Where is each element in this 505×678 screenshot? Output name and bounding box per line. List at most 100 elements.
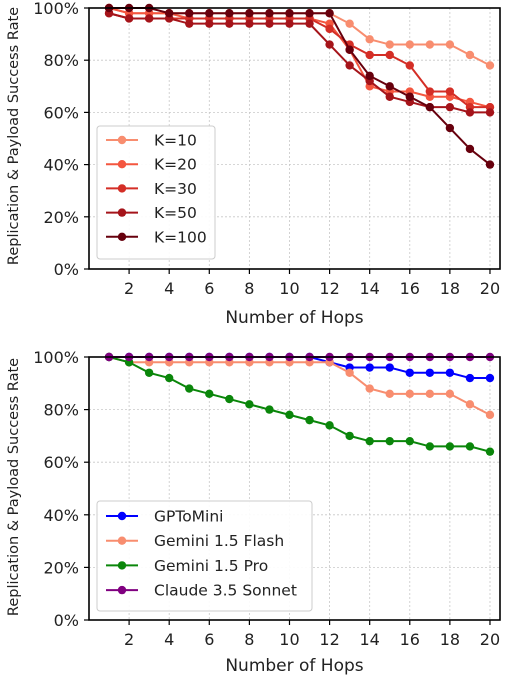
x-tick-label: 10 bbox=[279, 279, 299, 298]
legend-label: Claude 3.5 Sonnet bbox=[154, 582, 297, 600]
data-point bbox=[405, 61, 414, 70]
data-point bbox=[445, 368, 455, 377]
data-point bbox=[205, 19, 214, 28]
x-tick-label: 18 bbox=[440, 630, 460, 649]
data-point bbox=[445, 123, 455, 133]
data-point bbox=[325, 40, 334, 49]
data-point bbox=[265, 19, 274, 28]
x-tick-label: 6 bbox=[204, 630, 214, 649]
data-point bbox=[185, 384, 194, 393]
data-point bbox=[365, 35, 374, 44]
x-tick-label: 12 bbox=[319, 630, 339, 649]
data-point bbox=[225, 19, 234, 28]
x-tick-label: 4 bbox=[164, 279, 174, 298]
data-point bbox=[425, 442, 435, 451]
data-point bbox=[445, 87, 455, 96]
data-point bbox=[124, 14, 134, 23]
x-tick-label: 8 bbox=[244, 279, 254, 298]
x-tick-label: 10 bbox=[279, 630, 299, 649]
data-point bbox=[325, 24, 334, 34]
legend-label: K=10 bbox=[154, 132, 197, 150]
data-point bbox=[485, 410, 495, 420]
y-tick-label: 100% bbox=[33, 0, 79, 18]
data-point bbox=[245, 19, 254, 28]
x-tick-label: 16 bbox=[400, 630, 420, 649]
y-tick-label: 0% bbox=[54, 611, 79, 630]
data-point bbox=[465, 400, 475, 409]
data-point bbox=[144, 14, 154, 23]
data-point bbox=[245, 9, 254, 18]
data-point bbox=[225, 394, 234, 404]
data-point bbox=[285, 19, 294, 28]
y-tick-label: 0% bbox=[54, 260, 79, 279]
x-tick-label: 4 bbox=[164, 630, 174, 649]
series-line-1 bbox=[108, 356, 491, 416]
data-point bbox=[305, 9, 314, 18]
data-point bbox=[425, 40, 435, 49]
data-point bbox=[144, 368, 154, 377]
data-point bbox=[465, 373, 475, 383]
data-point bbox=[345, 45, 354, 54]
legend-label: Gemini 1.5 Flash bbox=[154, 532, 284, 550]
data-point bbox=[425, 389, 435, 399]
data-point bbox=[385, 82, 394, 91]
legend-marker bbox=[117, 232, 127, 241]
legend-box bbox=[96, 500, 313, 612]
data-point bbox=[164, 373, 174, 383]
legend-marker bbox=[117, 585, 127, 595]
data-point bbox=[385, 50, 394, 60]
y-tick-label: 60% bbox=[43, 103, 79, 122]
data-point bbox=[345, 368, 354, 377]
data-point bbox=[425, 102, 435, 112]
x-axis-label: Number of Hops bbox=[225, 656, 363, 676]
data-point bbox=[385, 389, 394, 399]
plot-frame bbox=[88, 7, 501, 270]
data-point bbox=[485, 108, 495, 117]
data-point bbox=[245, 400, 254, 409]
bottom-chart: 2 4 6 8 10 12 14 16 18 20 0% 20% 40% 60% 80% 100% Number… bbox=[6, 348, 501, 676]
x-tick-label: 16 bbox=[400, 279, 420, 298]
data-point bbox=[185, 9, 194, 18]
data-point bbox=[405, 368, 414, 377]
data-point bbox=[185, 19, 194, 28]
y-tick-label: 80% bbox=[43, 51, 79, 70]
data-point bbox=[445, 40, 455, 49]
legend-marker bbox=[117, 184, 127, 193]
data-point bbox=[465, 108, 475, 117]
data-point bbox=[425, 87, 435, 96]
data-point bbox=[465, 50, 475, 60]
data-point bbox=[205, 9, 214, 18]
data-point bbox=[385, 92, 394, 101]
legend-label: GPToMini bbox=[154, 508, 224, 526]
y-tick-label: 20% bbox=[43, 208, 79, 227]
x-tick-label: 14 bbox=[360, 630, 380, 649]
data-point bbox=[485, 61, 495, 70]
x-tick-label: 6 bbox=[204, 279, 214, 298]
x-tick-label: 14 bbox=[360, 279, 380, 298]
x-tick-label: 12 bbox=[319, 279, 339, 298]
data-point bbox=[205, 389, 214, 399]
legend-label: K=100 bbox=[154, 228, 207, 246]
data-point bbox=[385, 40, 394, 49]
data-point bbox=[405, 389, 414, 399]
data-point bbox=[445, 389, 455, 399]
data-point bbox=[305, 19, 314, 28]
x-axis-label: Number of Hops bbox=[225, 308, 363, 328]
data-point bbox=[485, 160, 495, 169]
y-tick-label: 40% bbox=[43, 506, 79, 525]
legend-marker bbox=[117, 135, 127, 145]
data-point bbox=[425, 368, 435, 377]
data-point bbox=[305, 415, 314, 425]
data-point bbox=[345, 431, 354, 441]
data-point bbox=[345, 61, 354, 70]
data-point bbox=[385, 436, 394, 446]
x-tick-label: 8 bbox=[244, 630, 254, 649]
x-tick-label: 2 bbox=[124, 279, 134, 298]
y-tick-label: 100% bbox=[33, 348, 79, 367]
data-point bbox=[465, 442, 475, 451]
data-point bbox=[164, 9, 174, 18]
plot-frame bbox=[88, 356, 501, 621]
data-point bbox=[225, 9, 234, 18]
data-point bbox=[465, 144, 475, 154]
